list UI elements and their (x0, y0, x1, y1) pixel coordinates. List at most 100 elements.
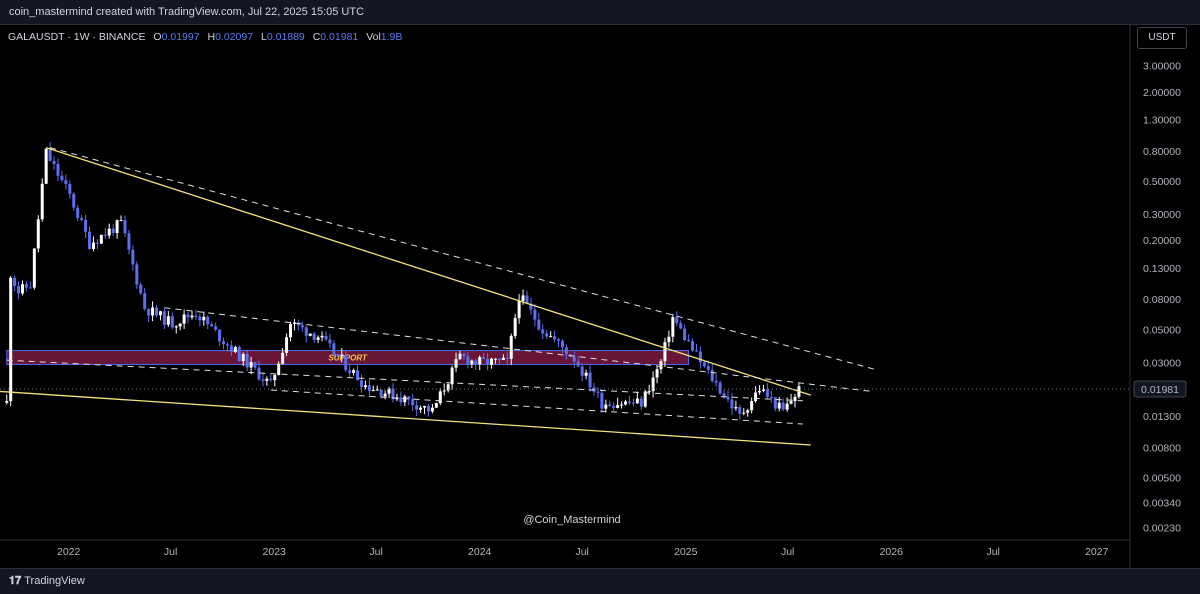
support-label: SUPPORT (328, 353, 368, 362)
candle-body (529, 303, 533, 310)
candle-body (710, 369, 714, 381)
y-tick-label: 0.08000 (1143, 294, 1181, 306)
candle-body (233, 347, 237, 352)
candle-body (785, 403, 789, 410)
y-tick-label: 0.00500 (1143, 473, 1181, 485)
candle-body (285, 337, 289, 353)
candle-body (647, 391, 651, 393)
close-label: C (312, 31, 321, 43)
x-tick-label: Jul (164, 546, 177, 558)
candle-body (80, 217, 84, 220)
candle-body (557, 339, 561, 341)
candle-body (533, 309, 537, 320)
candle-body (675, 317, 679, 324)
y-tick-label: 0.30000 (1143, 209, 1181, 221)
candle-body (604, 404, 608, 409)
candle-body (608, 404, 612, 407)
candle-body (679, 323, 683, 329)
tv-logo-icon: 𝟏𝟕 (9, 575, 22, 587)
candle-body (399, 397, 403, 403)
candle-body (545, 333, 549, 337)
y-tick-label: 0.03000 (1143, 357, 1181, 369)
candle-body (206, 316, 210, 325)
candle-body (127, 233, 131, 250)
candle-body (9, 277, 13, 402)
candle-body (706, 365, 710, 370)
candle-body (214, 326, 218, 330)
candle-body (411, 399, 415, 406)
candle-body (336, 354, 340, 356)
candle-body (72, 193, 76, 208)
candle-body (572, 356, 576, 362)
candle-body (40, 183, 44, 220)
y-tick-label: 1.30000 (1143, 115, 1181, 127)
candle-body (190, 315, 194, 318)
candle-body (765, 389, 769, 398)
candle-body (88, 231, 92, 250)
chart-area[interactable] (0, 25, 1200, 568)
candle-body (584, 372, 588, 376)
tradingview-logo[interactable]: 𝟏𝟕 TradingView (9, 575, 85, 588)
candle-body (761, 389, 765, 391)
x-tick-label: Jul (575, 546, 588, 558)
candle-body (68, 184, 72, 194)
candle-body (458, 353, 462, 360)
candle-body (194, 315, 198, 317)
candle-body (462, 353, 466, 357)
candle-body (541, 329, 545, 334)
candle-body (758, 390, 762, 393)
candle-body (525, 295, 529, 304)
candle-body (367, 385, 371, 392)
candle-body (277, 363, 281, 376)
candle-body (620, 404, 624, 406)
trendline-dashed (164, 307, 874, 393)
candle-body (612, 406, 616, 408)
candle-body (60, 175, 64, 181)
candle-body (261, 379, 265, 381)
candle-body (726, 396, 730, 400)
candle-body (627, 401, 631, 403)
candle-body (769, 397, 773, 399)
candle-body (131, 249, 135, 265)
candle-body (470, 360, 474, 365)
candle-body (328, 339, 332, 344)
candle-body (320, 335, 324, 338)
candle-body (403, 396, 407, 403)
candle-body (434, 403, 438, 408)
y-tick-label: 0.00340 (1143, 498, 1181, 510)
candle-body (600, 392, 604, 409)
candle-body (56, 164, 60, 176)
candle-body (178, 323, 182, 327)
candle-body (423, 405, 427, 408)
candle-body (387, 388, 391, 394)
candle-body (273, 375, 277, 381)
candle-body (635, 398, 639, 404)
y-tick-label: 0.05000 (1143, 324, 1181, 336)
candle-body (363, 385, 367, 388)
candle-body (182, 314, 186, 324)
candle-body (517, 300, 521, 319)
candle-body (36, 219, 40, 249)
candle-body (359, 380, 363, 388)
candle-body (44, 148, 48, 184)
volume-value: 1.9B (380, 31, 403, 43)
currency-button[interactable]: USDT (1137, 27, 1187, 49)
candle-body (84, 219, 88, 232)
candle-body (730, 399, 734, 409)
x-tick-label: 2022 (57, 546, 81, 558)
candle-body (698, 351, 702, 363)
candle-body (643, 391, 647, 407)
candle-body (501, 357, 505, 360)
high-label: H (207, 31, 216, 43)
candle-body (103, 234, 107, 236)
candle-body (147, 308, 151, 316)
candle-body (162, 311, 166, 325)
open-value: 0.01997 (161, 31, 200, 43)
candle-body (21, 284, 25, 294)
candle-body (265, 378, 269, 381)
candle-body (537, 319, 541, 330)
watermark: @Coin_Mastermind (523, 514, 620, 526)
candle-body (222, 341, 226, 345)
open-label: O (153, 31, 162, 43)
